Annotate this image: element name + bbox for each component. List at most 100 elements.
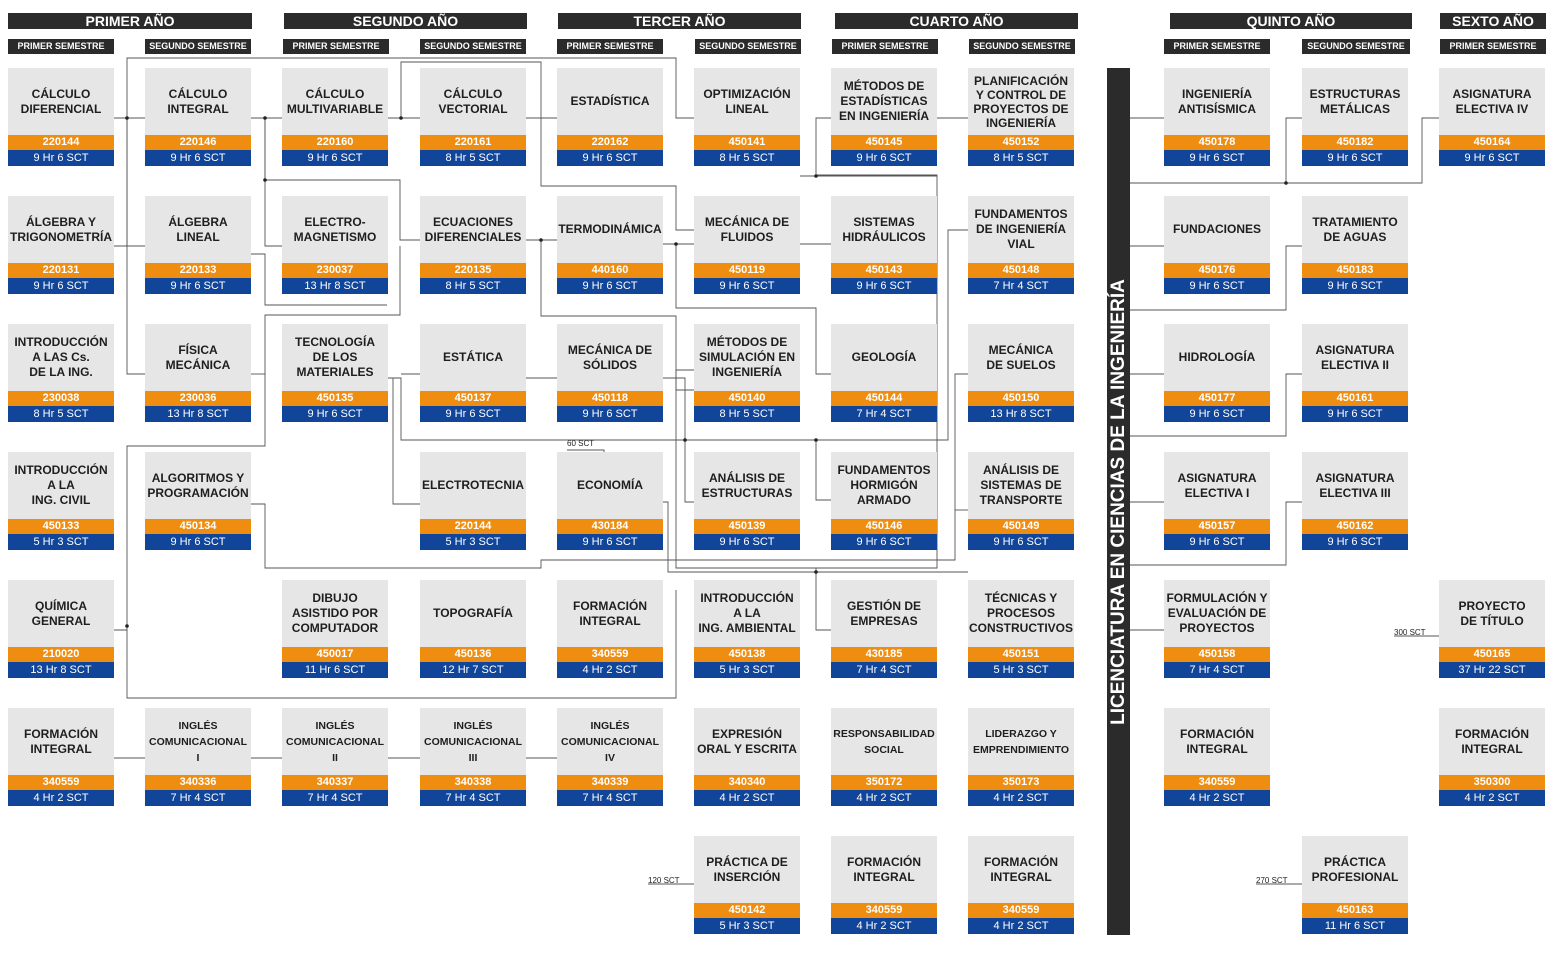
course-hours: 9 Hr 6 SCT (557, 278, 663, 294)
course-box[interactable]: ESTÁTICA 450137 9 Hr 6 SCT (420, 324, 526, 422)
course-hours: 9 Hr 6 SCT (1302, 534, 1408, 550)
course-box[interactable]: TECNOLOGÍA DE LOS MATERIALES 450135 9 Hr 6… (282, 324, 388, 422)
course-box[interactable]: INGLÉS COMUNICACIONAL II 340337 7 Hr 4 SCT (282, 708, 388, 806)
course-hours: 7 Hr 4 SCT (831, 662, 937, 678)
course-box[interactable]: CÁLCULO DIFERENCIAL 220144 9 Hr 6 SCT (8, 68, 114, 166)
course-name: TRATAMIENTO DE AGUAS (1302, 196, 1408, 263)
course-box[interactable]: ESTRUCTURAS METÁLICAS 450182 9 Hr 6 SCT (1302, 68, 1408, 166)
course-box[interactable]: INGENIERÍA ANTISÍSMICA 450178 9 Hr 6 SCT (1164, 68, 1270, 166)
course-name: FORMACIÓN INTEGRAL (968, 836, 1074, 903)
course-box[interactable]: CÁLCULO MULTIVARIABLE 220160 9 Hr 6 SCT (282, 68, 388, 166)
course-box[interactable]: CÁLCULO VECTORIAL 220161 8 Hr 5 SCT (420, 68, 526, 166)
course-box[interactable]: INTRODUCCIÓN A LAS Cs. DE LA ING. 230038 8… (8, 324, 114, 422)
course-name: RESPONSABILIDAD SOCIAL (831, 708, 937, 775)
course-box[interactable]: INGLÉS COMUNICACIONAL IV 340339 7 Hr 4 SCT (557, 708, 663, 806)
course-box[interactable]: PLANIFICACIÓN Y CONTROL DE PROYECTOS DE … (968, 68, 1074, 166)
course-box[interactable]: RESPONSABILIDAD SOCIAL 350172 4 Hr 2 SCT (831, 708, 937, 806)
course-box[interactable]: TERMODINÁMICA 440160 9 Hr 6 SCT (557, 196, 663, 294)
course-box[interactable]: FUNDAMENTOS DE INGENIERÍA VIAL 450148 7 Hr… (968, 196, 1074, 294)
course-box[interactable]: ELECTROTECNIA 220144 5 Hr 3 SCT (420, 452, 526, 550)
course-box[interactable]: PRÁCTICA PROFESIONAL 450163 11 Hr 6 SCT (1302, 836, 1408, 934)
course-name: CÁLCULO DIFERENCIAL (8, 68, 114, 135)
course-box[interactable]: ANÁLISIS DE ESTRUCTURAS 450139 9 Hr 6 SCT (694, 452, 800, 550)
course-hours: 4 Hr 2 SCT (831, 790, 937, 806)
course-box[interactable]: ESTADÍSTICA 220162 9 Hr 6 SCT (557, 68, 663, 166)
degree-banner: LICENCIATURA EN CIENCIAS DE LA INGENIERÍ… (1107, 68, 1130, 935)
course-box[interactable]: ASIGNATURA ELECTIVA IV 450164 9 Hr 6 SCT (1439, 68, 1545, 166)
course-box[interactable]: FUNDAMENTOS HORMIGÓN ARMADO 450146 9 Hr 6 … (831, 452, 937, 550)
course-code: 210020 (8, 647, 114, 662)
course-code: 220144 (420, 519, 526, 534)
course-code: 450158 (1164, 647, 1270, 662)
course-box[interactable]: FORMACIÓN INTEGRAL 350300 4 Hr 2 SCT (1439, 708, 1545, 806)
course-hours: 12 Hr 7 SCT (420, 662, 526, 678)
semester-header: SEGUNDO SEMESTRE (420, 39, 526, 54)
course-box[interactable]: FORMACIÓN INTEGRAL 340559 4 Hr 2 SCT (1164, 708, 1270, 806)
course-box[interactable]: INGLÉS COMUNICACIONAL I 340336 7 Hr 4 SCT (145, 708, 251, 806)
course-box[interactable]: INGLÉS COMUNICACIONAL III 340338 7 Hr 4 SC… (420, 708, 526, 806)
course-box[interactable]: CÁLCULO INTEGRAL 220146 9 Hr 6 SCT (145, 68, 251, 166)
course-box[interactable]: ÁLGEBRA LINEAL 220133 9 Hr 6 SCT (145, 196, 251, 294)
course-box[interactable]: FORMACIÓN INTEGRAL 340559 4 Hr 2 SCT (557, 580, 663, 678)
course-name: GEOLOGÍA (831, 324, 937, 391)
course-box[interactable]: ALGORITMOS Y PROGRAMACIÓN 450134 9 Hr 6 SC… (145, 452, 251, 550)
course-box[interactable]: FORMULACIÓN Y EVALUACIÓN DE PROYECTOS 450… (1164, 580, 1270, 678)
course-box[interactable]: GEOLOGÍA 450144 7 Hr 4 SCT (831, 324, 937, 422)
course-box[interactable]: ANÁLISIS DE SISTEMAS DE TRANSPORTE 450149… (968, 452, 1074, 550)
course-box[interactable]: ASIGNATURA ELECTIVA III 450162 9 Hr 6 SCT (1302, 452, 1408, 550)
course-box[interactable]: SISTEMAS HIDRÁULICOS 450143 9 Hr 6 SCT (831, 196, 937, 294)
course-box[interactable]: INTRODUCCIÓN A LA ING. CIVIL 450133 5 Hr 3… (8, 452, 114, 550)
year-header-3: TERCER AÑO (558, 13, 801, 29)
course-box[interactable]: ECONOMÍA 430184 9 Hr 6 SCT (557, 452, 663, 550)
course-box[interactable]: PRÁCTICA DE INSERCIÓN 450142 5 Hr 3 SCT (694, 836, 800, 934)
course-box[interactable]: ASIGNATURA ELECTIVA I 450157 9 Hr 6 SCT (1164, 452, 1270, 550)
course-box[interactable]: ASIGNATURA ELECTIVA II 450161 9 Hr 6 SCT (1302, 324, 1408, 422)
course-code: 450118 (557, 391, 663, 406)
course-code: 340339 (557, 775, 663, 790)
course-box[interactable]: ÁLGEBRA Y TRIGONOMETRÍA 220131 9 Hr 6 SCT (8, 196, 114, 294)
course-box[interactable]: ELECTRO- MAGNETISMO 230037 13 Hr 8 SCT (282, 196, 388, 294)
course-box[interactable]: ECUACIONES DIFERENCIALES 220135 8 Hr 5 SCT (420, 196, 526, 294)
course-box[interactable]: LIDERAZGO Y EMPRENDIMIENTO 350173 4 Hr 2 S… (968, 708, 1074, 806)
course-hours: 9 Hr 6 SCT (145, 534, 251, 550)
course-box[interactable]: FORMACIÓN INTEGRAL 340559 4 Hr 2 SCT (8, 708, 114, 806)
course-box[interactable]: FORMACIÓN INTEGRAL 340559 4 Hr 2 SCT (831, 836, 937, 934)
course-hours: 9 Hr 6 SCT (1302, 278, 1408, 294)
course-code: 220133 (145, 263, 251, 278)
course-hours: 9 Hr 6 SCT (145, 278, 251, 294)
course-box[interactable]: INTRODUCCIÓN A LA ING. AMBIENTAL 450138 5 … (694, 580, 800, 678)
course-code: 450133 (8, 519, 114, 534)
course-hours: 9 Hr 6 SCT (831, 534, 937, 550)
course-code: 450163 (1302, 903, 1408, 918)
course-box[interactable]: MECÁNICA DE SUELOS 450150 13 Hr 8 SCT (968, 324, 1074, 422)
course-box[interactable]: DIBUJO ASISTIDO POR COMPUTADOR 450017 11 H… (282, 580, 388, 678)
course-box[interactable]: MÉTODOS DE ESTADÍSTICAS EN INGENIERÍA 450… (831, 68, 937, 166)
course-box[interactable]: TOPOGRAFÍA 450136 12 Hr 7 SCT (420, 580, 526, 678)
course-box[interactable]: HIDROLOGÍA 450177 9 Hr 6 SCT (1164, 324, 1270, 422)
course-box[interactable]: OPTIMIZACIÓN LINEAL 450141 8 Hr 5 SCT (694, 68, 800, 166)
course-hours: 9 Hr 6 SCT (831, 278, 937, 294)
course-code: 450165 (1439, 647, 1545, 662)
course-box[interactable]: MECÁNICA DE SÓLIDOS 450118 9 Hr 6 SCT (557, 324, 663, 422)
course-box[interactable]: MECÁNICA DE FLUIDOS 450119 9 Hr 6 SCT (694, 196, 800, 294)
sct-note-270: 270 SCT (1256, 876, 1288, 885)
course-name: INTRODUCCIÓN A LA ING. CIVIL (8, 452, 114, 519)
course-name: ANÁLISIS DE ESTRUCTURAS (694, 452, 800, 519)
course-box[interactable]: PROYECTO DE TÍTULO 450165 37 Hr 22 SCT (1439, 580, 1545, 678)
course-box[interactable]: FÍSICA MECÁNICA 230036 13 Hr 8 SCT (145, 324, 251, 422)
course-name: FUNDACIONES (1164, 196, 1270, 263)
semester-header: PRIMER SEMESTRE (1440, 39, 1546, 54)
course-box[interactable]: TRATAMIENTO DE AGUAS 450183 9 Hr 6 SCT (1302, 196, 1408, 294)
course-box[interactable]: EXPRESIÓN ORAL Y ESCRITA 340340 4 Hr 2 SCT (694, 708, 800, 806)
course-code: 450141 (694, 135, 800, 150)
course-box[interactable]: TÉCNICAS Y PROCESOS CONSTRUCTIVOS 450151 5… (968, 580, 1074, 678)
course-box[interactable]: FUNDACIONES 450176 9 Hr 6 SCT (1164, 196, 1270, 294)
course-box[interactable]: QUÍMICA GENERAL 210020 13 Hr 8 SCT (8, 580, 114, 678)
course-hours: 7 Hr 4 SCT (968, 278, 1074, 294)
course-box[interactable]: MÉTODOS DE SIMULACIÓN EN INGENIERÍA 45014… (694, 324, 800, 422)
course-name: ELECTRO- MAGNETISMO (282, 196, 388, 263)
course-box[interactable]: FORMACIÓN INTEGRAL 340559 4 Hr 2 SCT (968, 836, 1074, 934)
course-box[interactable]: GESTIÓN DE EMPRESAS 430185 7 Hr 4 SCT (831, 580, 937, 678)
course-name: INTRODUCCIÓN A LAS Cs. DE LA ING. (8, 324, 114, 391)
